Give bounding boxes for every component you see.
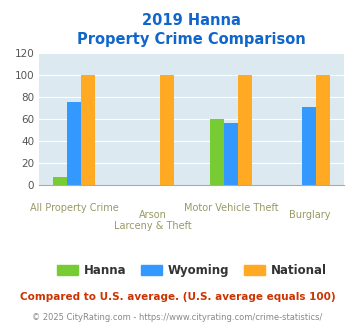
Bar (224, 123, 238, 185)
Bar (316, 75, 331, 185)
Text: Burglary: Burglary (289, 210, 330, 220)
Title: 2019 Hanna
Property Crime Comparison: 2019 Hanna Property Crime Comparison (77, 13, 306, 48)
Legend: Hanna, Wyoming, National: Hanna, Wyoming, National (52, 259, 331, 282)
Bar (302, 107, 316, 185)
Text: All Property Crime: All Property Crime (30, 203, 119, 213)
Text: Compared to U.S. average. (U.S. average equals 100): Compared to U.S. average. (U.S. average … (20, 292, 335, 302)
Bar (67, 102, 81, 185)
Bar (210, 119, 224, 185)
Text: Arson
Larceny & Theft: Arson Larceny & Theft (114, 210, 191, 231)
Bar (159, 75, 174, 185)
Bar (81, 75, 95, 185)
Bar (238, 75, 252, 185)
Bar (53, 177, 67, 185)
Text: Motor Vehicle Theft: Motor Vehicle Theft (184, 203, 278, 213)
Text: © 2025 CityRating.com - https://www.cityrating.com/crime-statistics/: © 2025 CityRating.com - https://www.city… (32, 314, 323, 322)
